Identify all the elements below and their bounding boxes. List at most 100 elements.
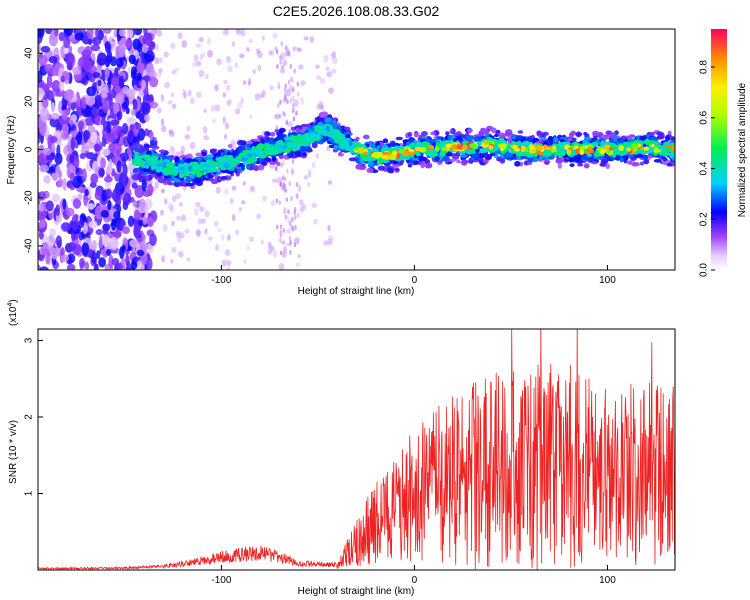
spectrogram-cell <box>653 158 662 163</box>
spectrogram-cell <box>248 114 253 119</box>
spectrogram-cell <box>277 84 281 90</box>
spectrogram-cell <box>149 131 154 141</box>
spectrogram-cell <box>112 124 120 135</box>
spectrogram-cell <box>646 131 652 136</box>
spectrogram-cell <box>240 166 245 171</box>
spectrogram-cell <box>424 163 433 169</box>
spectrogram-cell <box>171 103 177 109</box>
spectrogram-cell <box>318 128 323 136</box>
spectrogram-cell <box>61 109 68 121</box>
spectrogram-cell <box>127 117 136 124</box>
spectrogram-cell <box>309 36 314 43</box>
spectrogram-cell <box>56 144 61 158</box>
spectrogram-cell <box>185 177 193 183</box>
spectrogram-cell <box>88 38 93 46</box>
spectrogram-cell <box>656 131 664 136</box>
spectrogram-cell <box>298 64 304 70</box>
spectrogram-cell <box>49 136 58 143</box>
spectrogram-cell <box>94 263 99 270</box>
spectrogram-cell <box>273 250 278 258</box>
spectrogram-cell <box>303 175 308 180</box>
spectrogram-cell <box>226 151 231 156</box>
spectrogram-cell <box>544 160 550 165</box>
spectrogram-cell <box>490 152 496 157</box>
spectrogram-cell <box>332 57 338 65</box>
spectrogram-cell <box>38 29 45 38</box>
spectrogram-cell <box>86 29 94 40</box>
spectrogram-cell <box>248 236 255 243</box>
spectrogram-cell <box>133 146 140 153</box>
spectrogram-cell <box>373 153 382 159</box>
spectrogram-cell <box>76 131 83 145</box>
colorbar-gradient <box>711 29 727 270</box>
spectrogram-cell <box>315 64 320 69</box>
spectrogram-cell <box>639 161 645 166</box>
spectrogram-cell <box>198 37 204 43</box>
spectrogram-cell <box>106 120 112 134</box>
spectrogram-cell <box>168 130 175 137</box>
spectrogram-cell <box>618 144 624 151</box>
spectrogram-cell <box>277 102 280 108</box>
spectrogram-cell <box>157 71 162 79</box>
spectrogram-cell <box>293 99 299 108</box>
spectrogram-cell <box>274 113 280 120</box>
spectrogram-cell <box>348 157 356 162</box>
spectrogram-cell <box>38 87 45 99</box>
spectrogram-cell <box>330 131 336 138</box>
spectrogram-cell <box>666 163 673 167</box>
spectrogram-cell <box>535 145 543 151</box>
spectrogram-cell <box>614 154 622 161</box>
spectrogram-cell <box>557 141 562 148</box>
spectrogram-cell <box>136 72 142 82</box>
spectrogram-cell <box>288 220 292 226</box>
spectrogram-cell <box>292 46 296 52</box>
spectrogram-cell <box>194 177 202 183</box>
spectrogram-cell <box>484 158 489 164</box>
spectrogram-cell <box>279 229 282 235</box>
spectrogram-cell <box>149 170 157 175</box>
spectrogram-cell <box>460 159 468 166</box>
spectrogram-cell <box>280 142 285 147</box>
x-tick-label: 0 <box>412 275 418 286</box>
spectrogram-cell <box>72 198 82 209</box>
spectrogram-cell <box>498 132 506 137</box>
spectrogram-cell <box>279 181 282 187</box>
spectrogram-cell <box>126 260 131 270</box>
spectrogram-cell <box>550 148 557 153</box>
spectrogram-cell <box>291 158 295 164</box>
spectrogram-cell <box>95 229 104 236</box>
spectrogram-cell <box>144 113 150 123</box>
spectrogram-cell <box>601 159 609 164</box>
spectrogram-cell <box>163 198 168 205</box>
spectrogram-cell <box>627 160 633 165</box>
spectrogram-cell <box>160 209 164 216</box>
spectrogram-cell <box>204 210 210 218</box>
spectrogram-cell <box>333 144 339 150</box>
spectrogram-cell <box>148 101 159 109</box>
spectrogram-cell <box>649 140 656 145</box>
spectrogram-cell <box>199 206 205 213</box>
spectrogram-cell <box>278 262 285 270</box>
spectrogram-cell <box>292 103 295 109</box>
spectrogram-cell <box>96 250 101 260</box>
spectrogram-cell <box>160 149 166 153</box>
spectrogram-cell <box>254 93 261 101</box>
spectrogram-cell <box>222 162 231 169</box>
spectrogram-cell <box>654 149 662 153</box>
spectrogram-cell <box>151 145 160 150</box>
spectrogram-cell <box>237 102 243 109</box>
spectrogram-cell <box>192 161 199 168</box>
spectrogram-cell <box>111 220 117 231</box>
spectrogram-cell <box>671 142 675 147</box>
spectrogram-cell <box>323 240 329 246</box>
spectrogram-cell <box>638 153 644 158</box>
spectrogram-cell <box>183 91 187 99</box>
spectrogram-cell <box>539 137 546 141</box>
spectrogram-cell <box>254 150 261 155</box>
spectrogram-cell <box>166 164 174 170</box>
spectrogram-cell <box>227 234 231 241</box>
spectrogram-cell <box>262 195 267 202</box>
spectrogram-cell <box>162 224 168 232</box>
spectrogram-cell <box>245 160 252 164</box>
